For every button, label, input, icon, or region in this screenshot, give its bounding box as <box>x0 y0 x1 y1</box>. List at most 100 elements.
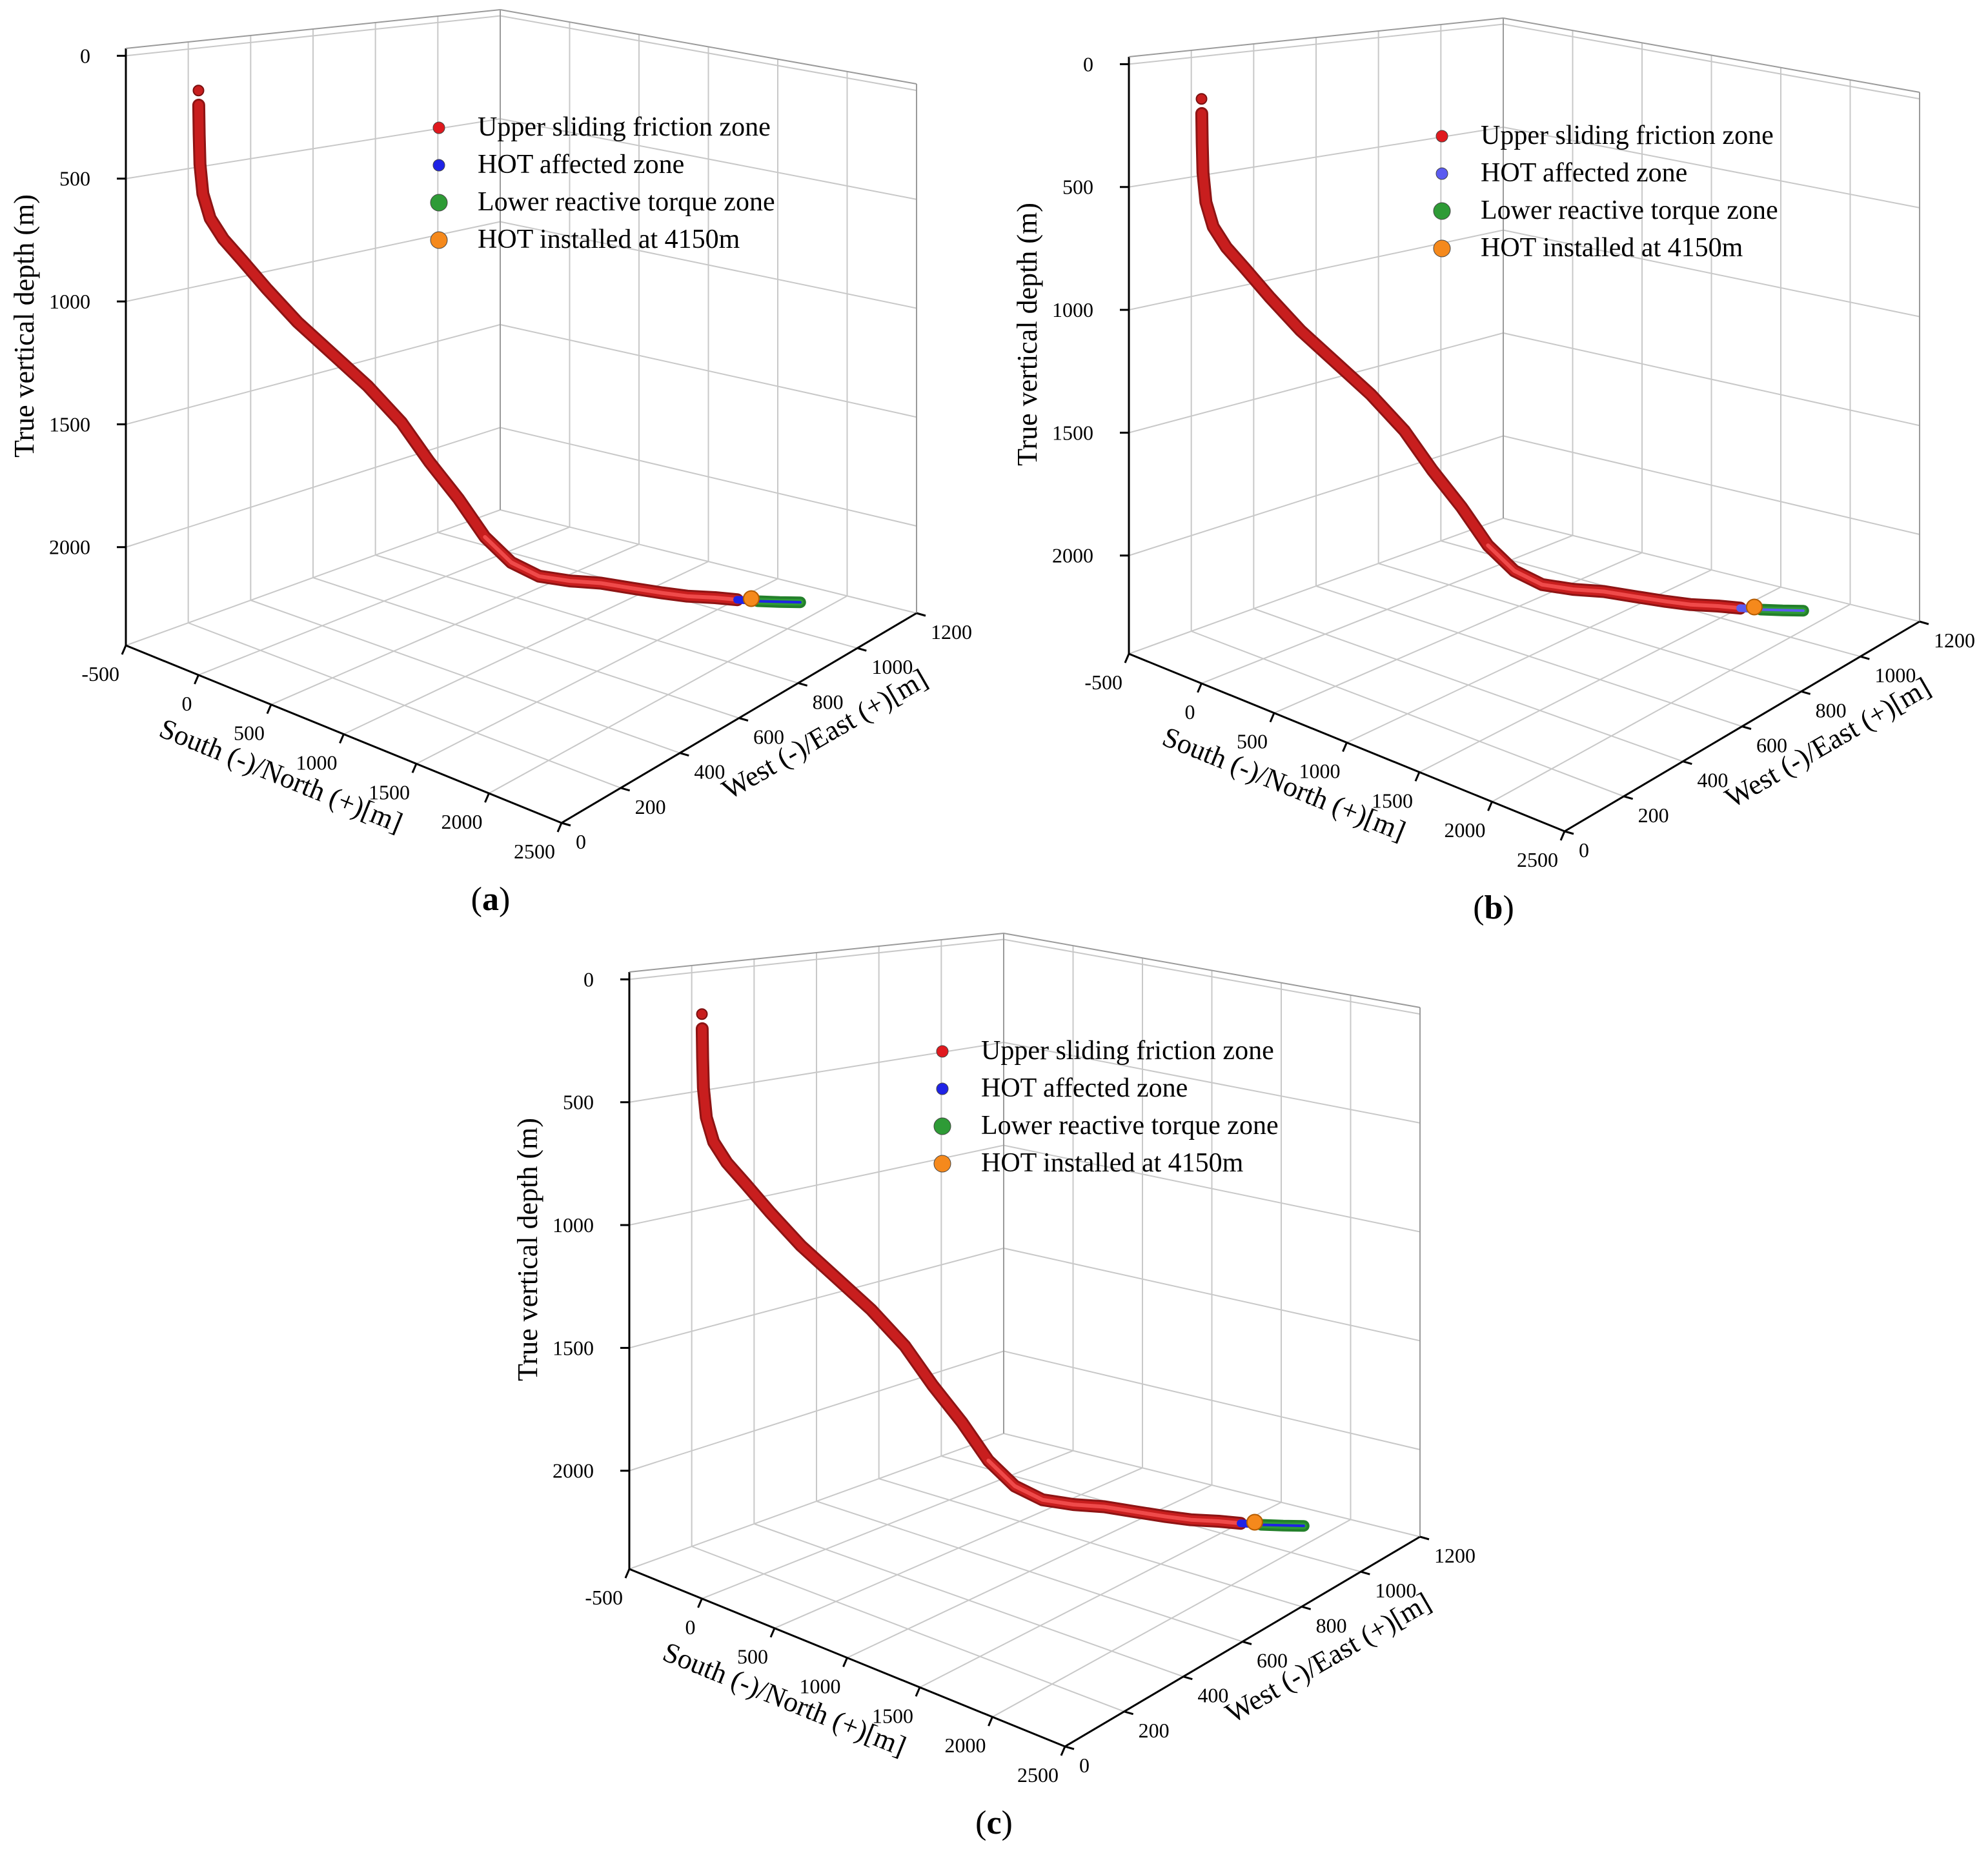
z-tick-label: 1000 <box>1052 298 1093 321</box>
y-axis-title: West (-)/East (+)[m] <box>1719 671 1936 815</box>
y-tick-label: 600 <box>1257 1649 1288 1672</box>
y-tick-label: 1200 <box>931 620 972 643</box>
legend-label: HOT installed at 4150m <box>478 225 740 254</box>
y-tick-mark <box>1682 760 1692 765</box>
series-upper-highlight <box>483 535 740 602</box>
x-tick-mark <box>1559 831 1566 841</box>
legend-marker <box>933 1155 951 1173</box>
y-tick-mark <box>1919 620 1929 625</box>
panel-b: 0500100015002000-50005001000150020002500… <box>1011 17 1975 926</box>
legend-marker <box>1433 239 1451 258</box>
z-tick-label: 1000 <box>553 1213 594 1237</box>
z-axis-title: True vertical depth (m) <box>1011 203 1043 466</box>
y-tick-label: 800 <box>1316 1614 1347 1637</box>
legend-label: HOT affected zone <box>1481 158 1687 188</box>
y-tick-mark <box>738 717 749 722</box>
x-tick-mark <box>121 645 127 655</box>
panel-a: 0500100015002000-50005001000150020002500… <box>8 9 972 918</box>
y-tick-label: 0 <box>576 830 586 853</box>
x-tick-label: 2500 <box>1517 848 1558 871</box>
x-tick-label: 1500 <box>872 1704 913 1727</box>
x-tick-label: 0 <box>685 1615 696 1639</box>
x-tick-mark <box>194 674 199 685</box>
y-tick-label: 1000 <box>871 655 913 678</box>
surface-point <box>1195 93 1208 105</box>
x-tick-label: 2000 <box>945 1734 986 1757</box>
x-tick-mark <box>769 1628 776 1638</box>
x-axis-title: South (-)/North (+)[m] <box>155 713 407 839</box>
legend-marker <box>430 194 448 212</box>
x-tick-mark <box>556 822 563 833</box>
y-tick-label: 1000 <box>1375 1579 1416 1602</box>
y-tick-label: 1000 <box>1874 663 1916 687</box>
series-upper-highlight <box>1486 543 1743 611</box>
y-tick-mark <box>1182 1676 1193 1681</box>
hot-installed-marker <box>1745 598 1763 616</box>
wellbore-trajectory <box>192 85 806 609</box>
z-tick-label: 500 <box>563 1091 594 1114</box>
x-tick-label: 500 <box>737 1645 768 1668</box>
panel-c: 0 500 1000 1500 2000 -500 0 500 1000 1500 2000 2500… <box>512 933 1476 1841</box>
x-tick-mark <box>1124 653 1130 663</box>
x-tick-label: 2000 <box>441 810 483 833</box>
legend-marker <box>936 1045 949 1058</box>
y-tick-label: 400 <box>1697 769 1728 792</box>
z-tick-label: 1500 <box>553 1336 594 1359</box>
y-tick-mark <box>620 787 631 792</box>
x-tick-label: -500 <box>1084 671 1122 694</box>
legend-label: Upper sliding friction zone <box>1481 121 1774 150</box>
y-tick-label: 600 <box>753 725 784 749</box>
hot-reference-line <box>1259 1523 1305 1528</box>
y-tick-label: 1200 <box>1434 1544 1476 1567</box>
legend-label: Lower reactive torque zone <box>981 1111 1279 1140</box>
panel-label: (b) <box>1473 889 1514 926</box>
y-tick-label: 0 <box>1079 1754 1090 1777</box>
legend-label: Lower reactive torque zone <box>478 187 775 217</box>
z-tick-label: 500 <box>59 167 90 190</box>
x-tick-label: 1000 <box>296 751 338 775</box>
y-tick-mark <box>798 682 808 687</box>
y-tick-label: 400 <box>1197 1684 1228 1707</box>
x-tick-label: 2500 <box>514 840 555 863</box>
legend-marker <box>936 1082 949 1095</box>
y-tick-mark <box>1064 1745 1075 1750</box>
x-tick-mark <box>1414 771 1421 782</box>
legend-marker <box>1433 202 1451 220</box>
x-tick-label: 1000 <box>1299 760 1341 783</box>
x-tick-mark <box>915 1686 921 1697</box>
legend-label: HOT installed at 4150m <box>981 1148 1244 1178</box>
hot-reference-line <box>1759 608 1805 613</box>
y-tick-label: 400 <box>694 760 725 784</box>
x-tick-mark <box>1487 801 1493 811</box>
y-tick-label: 800 <box>1816 698 1847 722</box>
z-axis-title: True vertical depth (m) <box>8 194 40 458</box>
x-tick-mark <box>842 1657 848 1668</box>
x-tick-label: -500 <box>81 662 119 685</box>
x-tick-label: 2500 <box>1017 1763 1059 1787</box>
z-tick-label: 0 <box>1083 52 1093 76</box>
y-tick-mark <box>1124 1710 1134 1716</box>
z-tick-label: 2000 <box>553 1459 594 1483</box>
x-tick-label: 1000 <box>800 1675 841 1698</box>
y-axis-title: West (-)/East (+)[m] <box>1220 1586 1436 1730</box>
x-tick-label: 0 <box>1185 700 1195 724</box>
x-tick-label: 500 <box>234 722 265 745</box>
legend-label: Upper sliding friction zone <box>478 112 771 142</box>
legend-label: HOT installed at 4150m <box>1481 233 1743 263</box>
x-tick-label: -500 <box>585 1586 623 1609</box>
legend-label: Upper sliding friction zone <box>981 1036 1274 1066</box>
x-tick-mark <box>988 1716 993 1726</box>
x-tick-mark <box>411 763 418 773</box>
panel-label: (a) <box>471 881 511 918</box>
legend-marker <box>933 1117 951 1135</box>
z-tick-label: 1500 <box>49 412 90 436</box>
x-tick-mark <box>1197 683 1202 693</box>
legend-label: HOT affected zone <box>478 150 684 179</box>
surface-point <box>192 85 205 97</box>
wellbore-trajectory <box>1195 93 1809 617</box>
y-tick-mark <box>1801 690 1811 695</box>
z-tick-label: 2000 <box>49 536 90 559</box>
z-tick-label: 500 <box>1062 176 1093 199</box>
y-tick-mark <box>561 822 571 827</box>
y-tick-mark <box>916 612 926 617</box>
